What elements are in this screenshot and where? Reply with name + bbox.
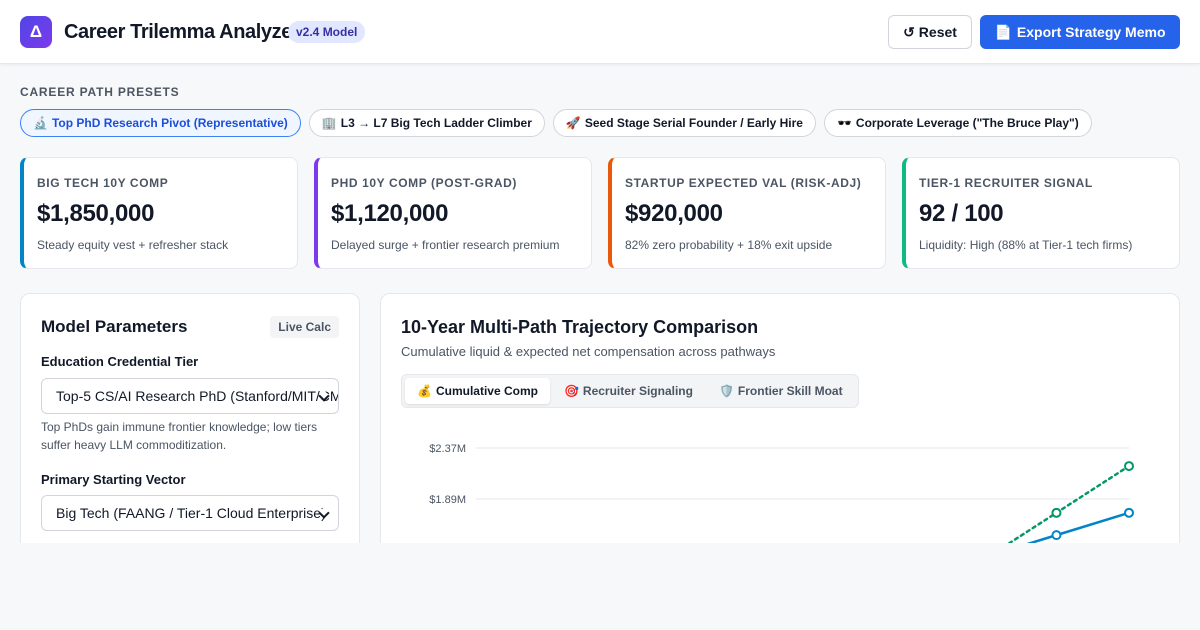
kpi-label: TIER-1 RECRUITER SIGNAL bbox=[919, 176, 1093, 190]
select-value: Top-5 CS/AI Research PhD (Stanford/MIT/C… bbox=[56, 388, 338, 404]
sunglasses-icon: 🕶️ bbox=[836, 116, 852, 130]
kpi-value: $920,000 bbox=[625, 200, 723, 227]
kpi-label: STARTUP EXPECTED VAL (RISK-ADJ) bbox=[625, 176, 862, 190]
tab-label: Recruiter Signaling bbox=[582, 384, 693, 398]
starting-vector-select[interactable]: Big Tech (FAANG / Tier-1 Cloud Enterpris… bbox=[41, 495, 339, 531]
tab-label: Frontier Skill Moat bbox=[737, 384, 843, 398]
education-tier-select[interactable]: Top-5 CS/AI Research PhD (Stanford/MIT/C… bbox=[41, 378, 339, 414]
app-logo: Δ bbox=[20, 16, 52, 48]
shield-icon: 🛡️ bbox=[718, 384, 734, 398]
select-value: Big Tech (FAANG / Tier-1 Cloud Enterpris… bbox=[56, 505, 326, 521]
data-point[interactable] bbox=[1124, 461, 1134, 472]
export-strategy-memo-button[interactable]: 📄 Export Strategy Memo bbox=[980, 15, 1180, 49]
preset-chip-label: Top PhD Research Pivot (Representative) bbox=[51, 116, 288, 130]
education-tier-label: Education Credential Tier bbox=[41, 354, 199, 369]
y-tick-label: $1.89M bbox=[429, 494, 466, 506]
rocket-icon: 🚀 bbox=[565, 116, 581, 130]
kpi-note: Steady equity vest + refresher stack bbox=[37, 238, 229, 252]
tab-label: Cumulative Comp bbox=[435, 384, 538, 398]
reset-button[interactable]: ↺ Reset bbox=[888, 15, 972, 49]
presets-section-label: CAREER PATH PRESETS bbox=[20, 85, 180, 99]
data-point[interactable] bbox=[1051, 507, 1062, 518]
version-badge: v2.4 Model bbox=[288, 21, 366, 43]
starting-vector-label: Primary Starting Vector bbox=[41, 472, 186, 487]
preset-chip-group: 🔬 Top PhD Research Pivot (Representative… bbox=[20, 109, 1092, 137]
kpi-note: 82% zero probability + 18% exit upside bbox=[625, 238, 833, 252]
document-icon: 📄 bbox=[994, 23, 1012, 40]
chart-subtitle: Cumulative liquid & expected net compens… bbox=[401, 344, 776, 359]
live-calc-badge: Live Calc bbox=[270, 316, 339, 338]
preset-chip-label: L3 → L7 Big Tech Ladder Climber bbox=[340, 116, 532, 130]
office-building-icon: 🏢 bbox=[321, 116, 337, 130]
kpi-value: $1,120,000 bbox=[331, 200, 449, 227]
kpi-card-recruiter-signal: TIER-1 RECRUITER SIGNAL 92 / 100 Liquidi… bbox=[902, 157, 1180, 269]
kpi-label: BIG TECH 10Y COMP bbox=[37, 176, 169, 190]
kpi-card-startup: STARTUP EXPECTED VAL (RISK-ADJ) $920,000… bbox=[608, 157, 886, 269]
data-point[interactable] bbox=[1051, 530, 1062, 541]
chart-title: 10-Year Multi-Path Trajectory Comparison bbox=[401, 317, 759, 337]
trajectory-chart-panel: 10-Year Multi-Path Trajectory Comparison… bbox=[380, 293, 1180, 563]
kpi-label: PHD 10Y COMP (POST-GRAD) bbox=[331, 176, 517, 190]
microscope-icon: 🔬 bbox=[33, 116, 48, 130]
reset-button-label: Reset bbox=[918, 24, 957, 40]
kpi-card-big-tech: BIG TECH 10Y COMP $1,850,000 Steady equi… bbox=[20, 157, 298, 269]
app-title: Career Trilemma Analyzer bbox=[64, 21, 300, 43]
preset-chip-corporate-leverage[interactable]: 🕶️ Corporate Leverage ("The Bruce Play") bbox=[823, 109, 1092, 137]
top-bar: Δ Career Trilemma Analyzer v2.4 Model ↺ … bbox=[0, 0, 1200, 64]
kpi-value: $1,850,000 bbox=[37, 200, 155, 227]
tab-frontier-skill-moat[interactable]: 🛡️ Frontier Skill Moat bbox=[707, 378, 855, 404]
target-icon: 🎯 bbox=[563, 384, 579, 398]
preset-chip-label: Corporate Leverage ("The Bruce Play") bbox=[855, 116, 1079, 130]
kpi-value: 92 / 100 bbox=[919, 200, 1004, 227]
preset-chip-seed-founder[interactable]: 🚀 Seed Stage Serial Founder / Early Hire bbox=[552, 109, 816, 137]
money-bag-icon: 💰 bbox=[417, 384, 432, 398]
model-parameters-panel: Model Parameters Live Calc Education Cre… bbox=[20, 293, 360, 563]
chart-tab-bar: 💰 Cumulative Comp 🎯 Recruiter Signaling … bbox=[401, 374, 859, 408]
kpi-card-phd: PHD 10Y COMP (POST-GRAD) $1,120,000 Dela… bbox=[314, 157, 592, 269]
preset-chip-big-tech-ladder[interactable]: 🏢 L3 → L7 Big Tech Ladder Climber bbox=[308, 109, 545, 137]
reset-icon: ↺ bbox=[903, 23, 915, 40]
kpi-note: Delayed surge + frontier research premiu… bbox=[331, 238, 560, 252]
y-tick-label: $2.37M bbox=[429, 443, 466, 455]
panel-title: Model Parameters bbox=[41, 317, 188, 336]
data-point[interactable] bbox=[1124, 507, 1134, 518]
preset-chip-label: Seed Stage Serial Founder / Early Hire bbox=[584, 116, 803, 130]
viewport-cutoff bbox=[0, 543, 1200, 630]
export-button-label: Export Strategy Memo bbox=[1016, 24, 1166, 40]
tab-cumulative-comp[interactable]: 💰 Cumulative Comp bbox=[405, 378, 550, 404]
kpi-note: Liquidity: High (88% at Tier-1 tech firm… bbox=[919, 238, 1133, 252]
education-tier-hint: Top PhDs gain immune frontier knowledge;… bbox=[41, 420, 318, 452]
tab-recruiter-signaling[interactable]: 🎯 Recruiter Signaling bbox=[552, 378, 705, 404]
preset-chip-phd-research-pivot[interactable]: 🔬 Top PhD Research Pivot (Representative… bbox=[20, 109, 301, 137]
